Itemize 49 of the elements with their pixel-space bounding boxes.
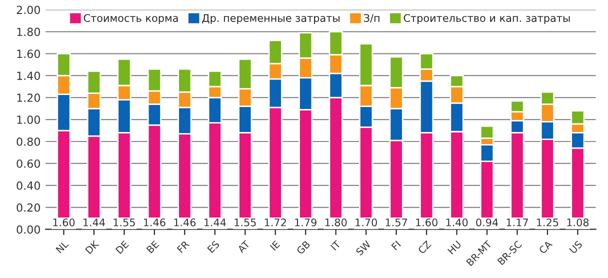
total-label: 1.55 (114, 218, 135, 226)
total-label: 1.60 (416, 218, 438, 226)
total-label: 1.08 (567, 218, 589, 226)
legend-label: Стоимость корма (84, 14, 178, 24)
x-tick-label: CA (538, 240, 553, 254)
x-tick-label: AT (237, 240, 250, 254)
total-label: 1.80 (325, 218, 347, 226)
total-label: 1.44 (204, 218, 226, 226)
total-label: 1.46 (144, 218, 166, 226)
total-label: 1.55 (234, 218, 256, 226)
legend-label: Др. переменные затраты (202, 14, 340, 24)
x-tick-label: FR (176, 240, 190, 254)
total-label: 1.17 (506, 218, 528, 226)
x-tick-label: NL (56, 240, 69, 254)
legend-label: З/п (364, 14, 380, 23)
x-tick-label: DE (115, 240, 129, 254)
total-label: 1.72 (264, 218, 286, 226)
x-tick-label: DK (85, 240, 100, 254)
x-tick-label: ES (206, 240, 220, 254)
y-tick-label: 1.00 (17, 116, 40, 124)
y-tick-label: 0.80 (16, 137, 40, 146)
total-label: 1.57 (386, 218, 408, 226)
legend-label: Строительство и кап. затраты (404, 14, 570, 24)
x-tick-label: BE (146, 240, 160, 254)
total-label: 0.94 (476, 218, 498, 226)
y-tick-label: 1.40 (17, 72, 40, 80)
y-tick-label: 2.00 (16, 6, 40, 14)
x-tick-label: US (569, 240, 583, 254)
total-label: 1.44 (84, 218, 105, 226)
x-tick-label: SW (355, 240, 372, 256)
y-tick-label: 0.60 (16, 159, 40, 168)
total-label: 1.79 (295, 218, 316, 226)
x-tick-label: GB (296, 240, 310, 255)
x-tick-label: HU (447, 240, 462, 255)
total-label: 1.60 (53, 218, 75, 226)
y-tick-label: 1.80 (17, 28, 40, 36)
x-tick-label: CZ (418, 240, 432, 254)
total-label: 1.46 (174, 218, 196, 226)
total-label: 1.25 (537, 218, 558, 226)
total-label: 1.40 (446, 218, 468, 226)
y-tick-label: 1.60 (17, 50, 40, 58)
x-tick-label: FI (391, 240, 401, 250)
y-tick-label: 0.40 (16, 181, 40, 190)
y-tick-label: 0.20 (16, 203, 40, 212)
y-tick-label: 1.20 (17, 94, 40, 102)
x-tick-label: IT (330, 240, 342, 251)
y-tick-label: 0.00 (16, 225, 40, 234)
x-tick-label: IE (270, 240, 280, 251)
total-label: 1.70 (356, 218, 377, 226)
